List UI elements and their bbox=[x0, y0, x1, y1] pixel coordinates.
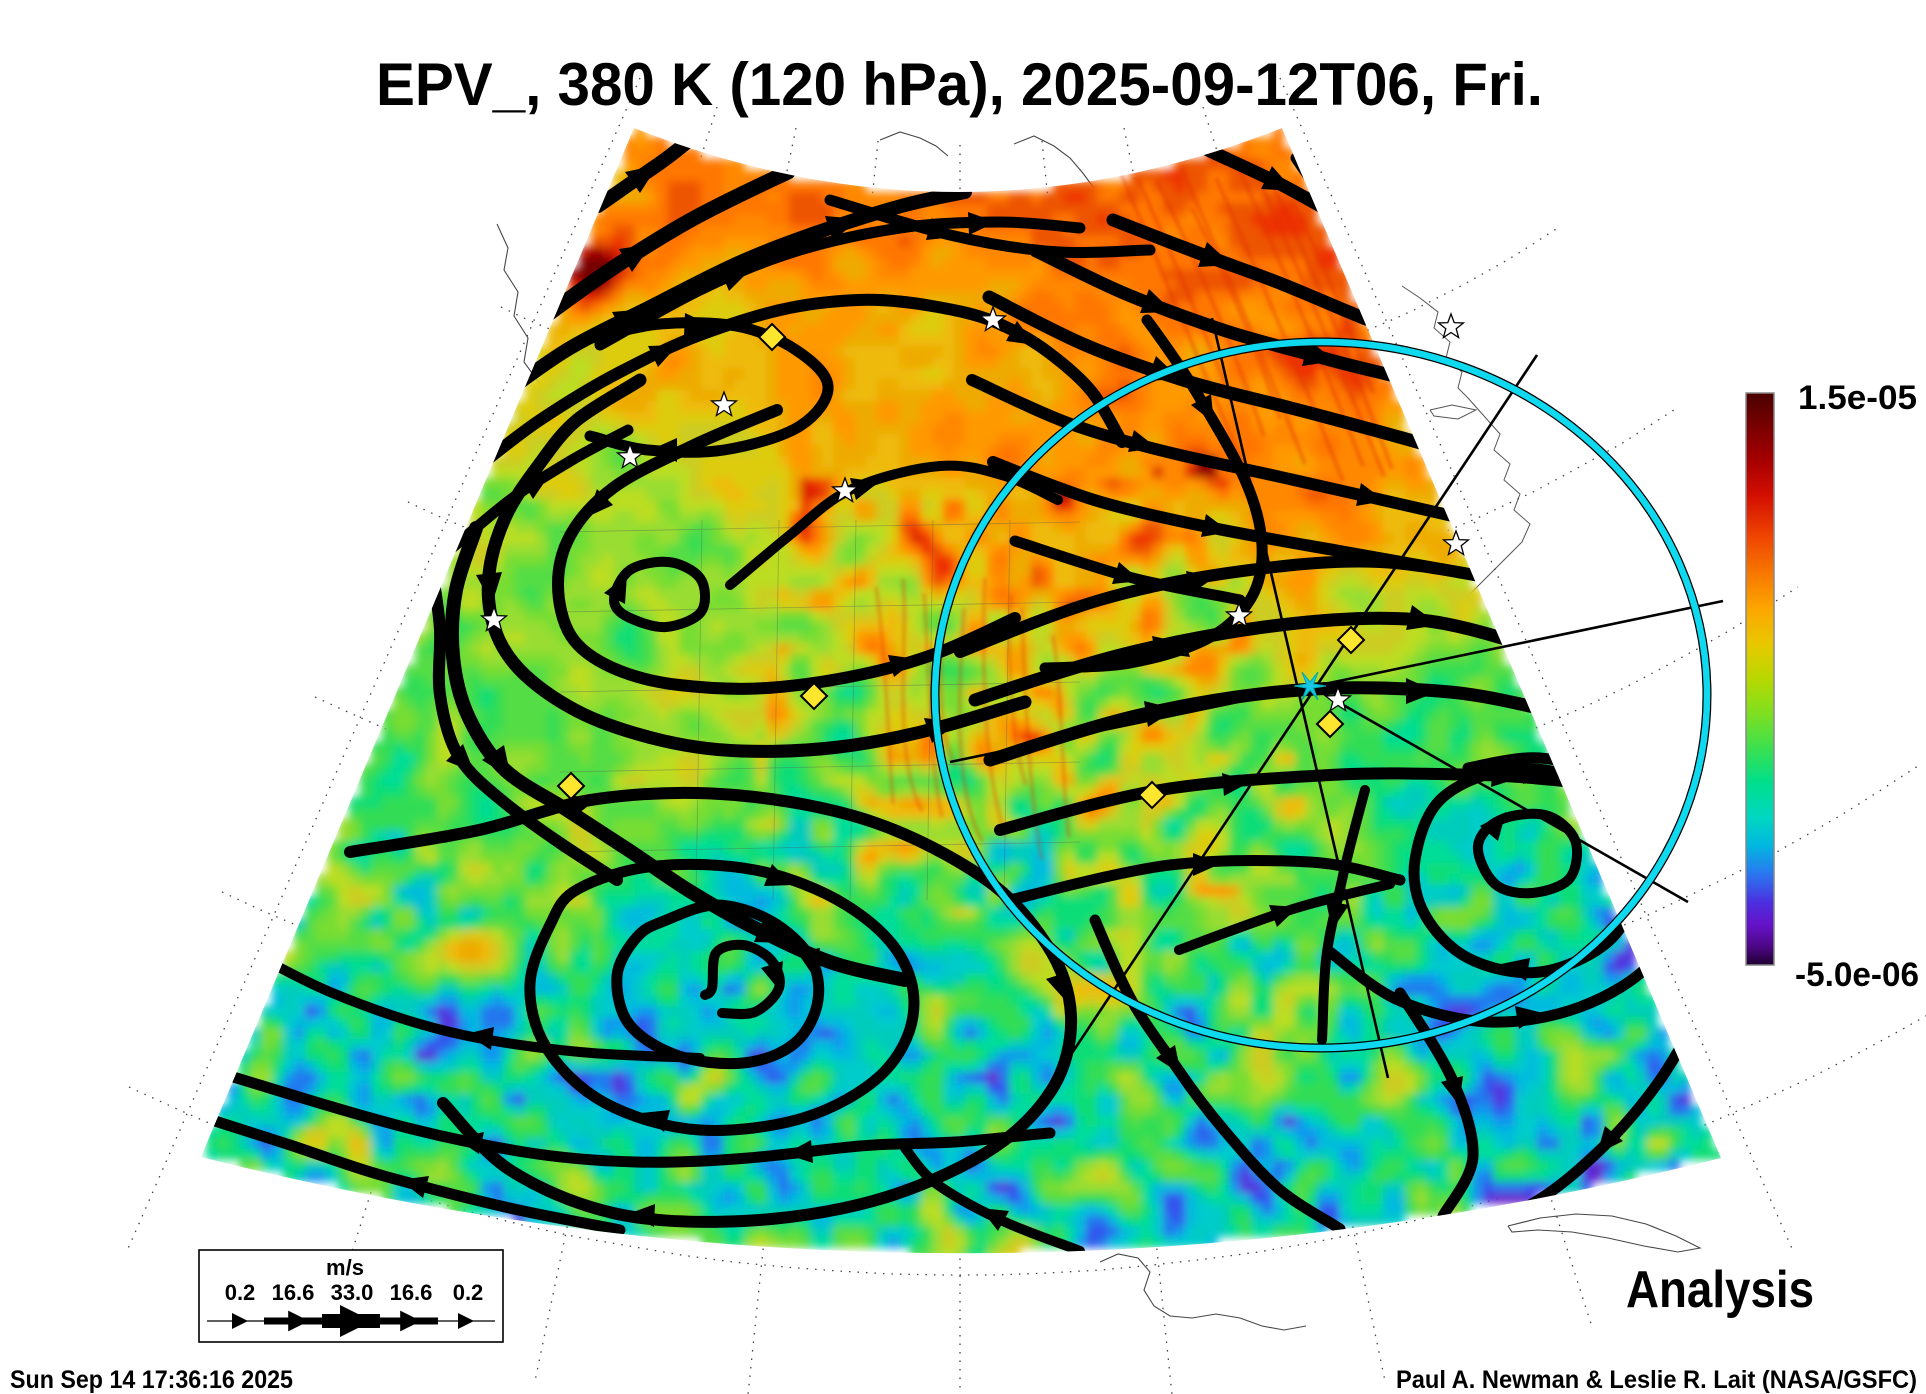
svg-text:16.6: 16.6 bbox=[390, 1280, 433, 1305]
svg-text:33.0: 33.0 bbox=[331, 1280, 374, 1305]
svg-text:Analysis: Analysis bbox=[1626, 1261, 1814, 1319]
svg-text:Sun Sep 14 17:36:16 2025: Sun Sep 14 17:36:16 2025 bbox=[10, 1366, 293, 1394]
svg-text:1.5e-05: 1.5e-05 bbox=[1798, 379, 1917, 417]
svg-text:EPV_, 380 K (120 hPa), 2025-09: EPV_, 380 K (120 hPa), 2025-09-12T06, Fr… bbox=[376, 51, 1543, 118]
svg-text:0.2: 0.2 bbox=[453, 1280, 484, 1305]
svg-text:Paul A. Newman & Leslie R. Lai: Paul A. Newman & Leslie R. Lait (NASA/GS… bbox=[1396, 1366, 1917, 1394]
svg-text:0.2: 0.2 bbox=[225, 1280, 256, 1305]
svg-text:-5.0e-06: -5.0e-06 bbox=[1795, 956, 1919, 994]
svg-text:m/s: m/s bbox=[326, 1255, 364, 1280]
svg-text:16.6: 16.6 bbox=[272, 1280, 315, 1305]
